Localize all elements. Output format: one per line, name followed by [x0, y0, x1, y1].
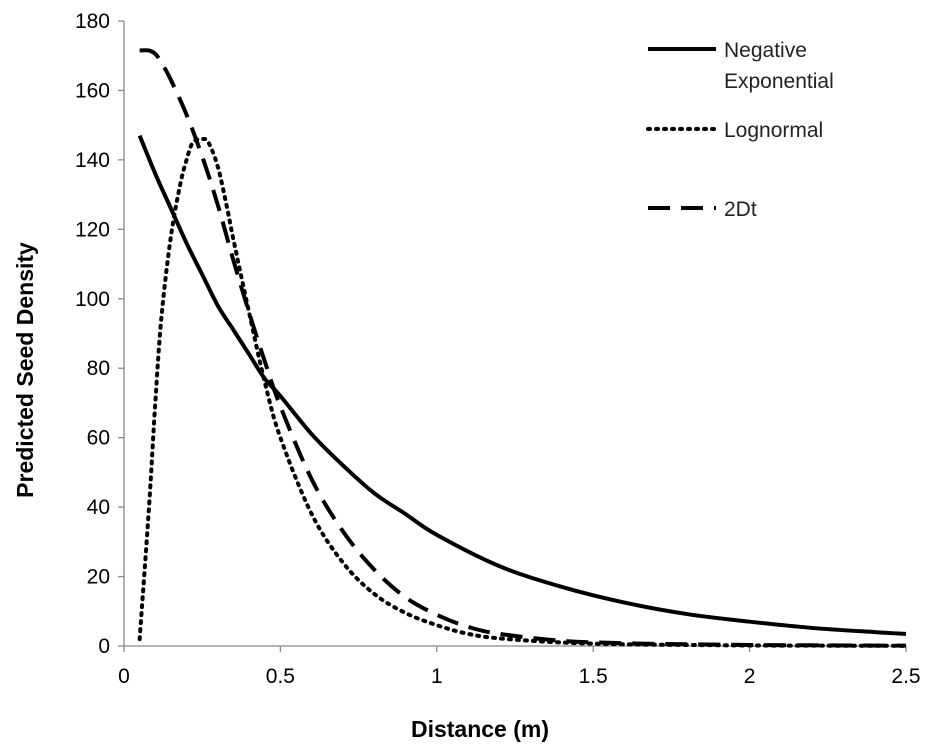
x-tick-label: 2 [744, 665, 756, 688]
plot-area [137, 48, 908, 648]
series-line-negative-exponential [137, 134, 907, 636]
series-line-2dt [139, 48, 907, 648]
y-tick-label: 140 [75, 149, 110, 172]
series-line-lognormal [137, 136, 908, 648]
legend-label-lognormal: Lognormal [724, 119, 823, 142]
y-tick-label: 100 [75, 288, 110, 311]
legend-label-line: Negative [724, 39, 807, 62]
x-tick-label: 0.5 [266, 665, 295, 688]
x-tick-label: 1 [431, 665, 443, 688]
x-tick-label: 2.5 [891, 665, 920, 688]
x-tick-label: 0 [118, 665, 130, 688]
y-tick-label: 180 [75, 10, 110, 33]
y-tick-label: 0 [98, 635, 110, 658]
y-tick-label: 120 [75, 218, 110, 241]
x-tick-label: 1.5 [579, 665, 608, 688]
y-tick-label: 80 [87, 357, 110, 380]
y-tick-label: 60 [87, 427, 110, 450]
legend: Negative Exponential Lognormal 2Dt [646, 39, 834, 221]
y-tick-label: 40 [87, 496, 110, 519]
x-axis-label: Distance (m) [411, 716, 549, 742]
y-tick-label: 20 [87, 566, 110, 589]
legend-label-2dt: 2Dt [724, 198, 757, 221]
tick-labels: 0 20 40 60 80 100 120 140 160 180 0 0.5 1 1.5 2 2.5 [75, 10, 921, 688]
y-tick-label: 160 [75, 79, 110, 102]
y-axis-label: Predicted Seed Density [12, 242, 38, 498]
legend-label-line: Exponential [724, 70, 834, 93]
legend-label-negative-exponential: Negative Exponential [724, 39, 834, 93]
